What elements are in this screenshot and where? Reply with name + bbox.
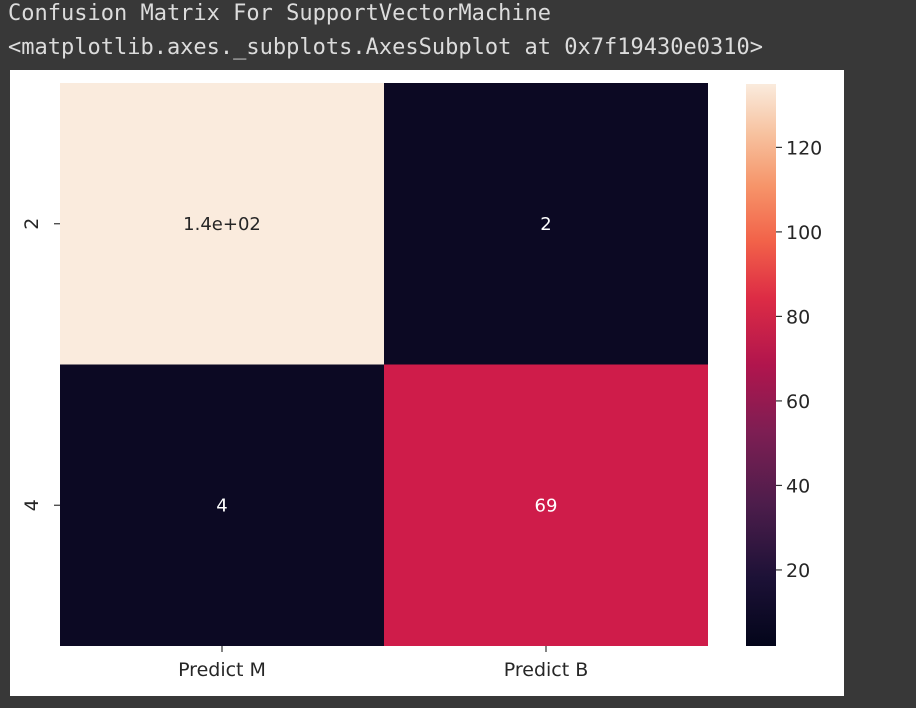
- cell-annotation: 2: [540, 214, 551, 235]
- cell-annotation: 4: [216, 495, 227, 516]
- x-tick-label: Predict B: [504, 659, 589, 681]
- x-tick-label: Predict M: [178, 659, 266, 681]
- colorbar-tick-label: 80: [786, 306, 810, 328]
- heatmap-cell: [384, 83, 708, 365]
- colorbar-tick-label: 60: [786, 391, 810, 413]
- cell-annotation: 1.4e+02: [183, 214, 261, 235]
- colorbar: [746, 84, 776, 646]
- colorbar-tick-label: 20: [786, 560, 810, 582]
- colorbar-tick-label: 120: [786, 137, 822, 159]
- cell-annotation: 69: [535, 495, 558, 516]
- colorbar-tick-label: 100: [786, 222, 822, 244]
- confusion-matrix-heatmap: 1.4e+02 2 4 69 Predict M Predict B 2 4 20 40 60…: [21, 83, 822, 681]
- figure-panel: 1.4e+02 2 4 69 Predict M Predict B 2 4 20 40 60…: [10, 70, 844, 696]
- output-title-text: Confusion Matrix For SupportVectorMachin…: [8, 1, 552, 26]
- y-tick-label: 2: [21, 218, 43, 230]
- axes-repr-text: <matplotlib.axes._subplots.AxesSubplot a…: [8, 35, 763, 60]
- colorbar-tick-label: 40: [786, 475, 810, 497]
- heatmap-cell: [60, 364, 384, 646]
- y-tick-label: 4: [21, 499, 43, 511]
- heatmap-cell: [384, 364, 708, 646]
- heatmap-cell: [60, 83, 384, 365]
